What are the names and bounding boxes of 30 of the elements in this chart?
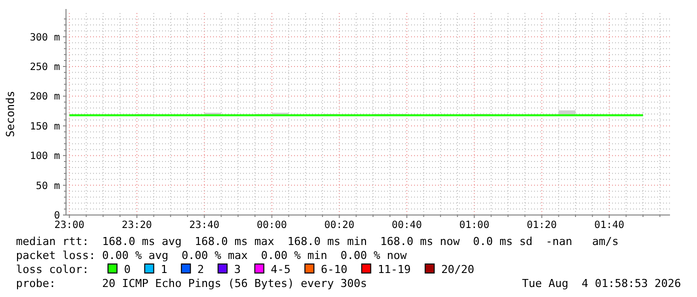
legend-title: loss color: [16,263,89,276]
legend-label: 2 [197,263,204,276]
x-tick-label: 00:20 [324,220,354,231]
legend-label: 6-10 [320,263,348,276]
text: Tue Aug 4 01:58:53 2026 [522,277,681,290]
legend-label: 3 [234,263,241,276]
legend-label: 0 [124,263,131,276]
y-tick-label: 150 m [30,121,60,132]
x-tick-label: 01:40 [594,220,624,231]
x-tick-label: 01:00 [459,220,490,231]
y-tick-label: 250 m [30,62,60,73]
x-tick-label: 00:00 [256,220,287,231]
y-tick-label: 300 m [30,32,60,44]
x-tick-label: 23:20 [122,220,152,231]
legend-label: 11-19 [378,263,411,276]
legend-label: 1 [160,263,168,276]
x-tick-label: 01:20 [526,220,557,231]
y-tick-label: 0 [54,210,60,222]
x-tick-label: 00:40 [392,220,422,231]
text: median rtt: 168.0 ms avg 168.0 ms max 168.0 ms min 168.0 ms now 0.0 ms sd -nan am/s [16,235,619,248]
y-tick-label: 100 m [30,151,60,162]
x-tick-label: 23:00 [54,220,84,231]
y-axis-title: Seconds [4,90,17,138]
text: probe: 20 ICMP Echo Pings (56 Bytes) every 300s [16,277,367,290]
y-tick-label: 200 m [30,92,60,103]
legend-label: 20/20 [441,263,474,276]
y-tick-label: 50 m [36,180,60,192]
x-tick-label: 23:40 [189,220,220,231]
legend-label: 4-5 [270,263,291,276]
text: packet loss: 0.00 % avg 0.00 % max 0.00 % min 0.00 % now [16,249,408,262]
